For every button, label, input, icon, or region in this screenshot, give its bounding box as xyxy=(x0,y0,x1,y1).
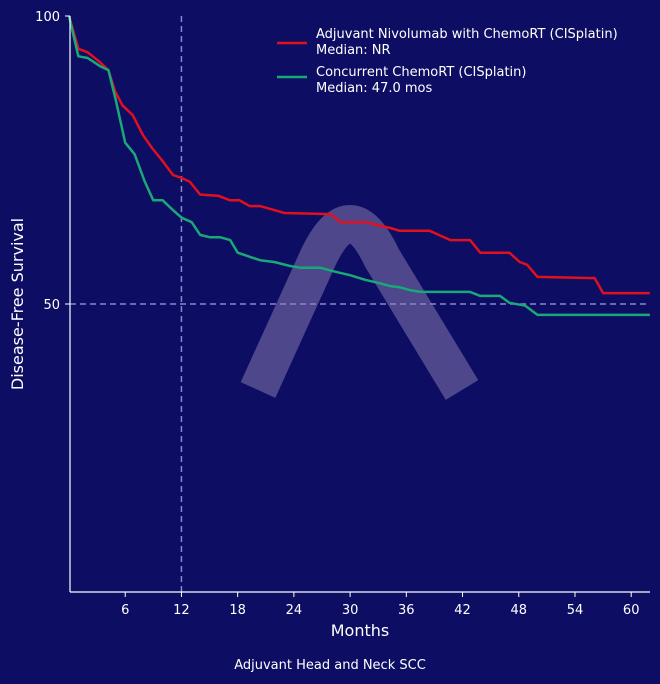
series-line-chemort xyxy=(67,15,650,317)
x-tick-label: 42 xyxy=(454,603,471,618)
watermark-logo xyxy=(240,205,479,400)
x-tick-label: 60 xyxy=(623,603,640,618)
legend-label-nivolumab: Adjuvant Nivolumab with ChemoRT (CISplat… xyxy=(316,27,618,42)
x-tick-label: 36 xyxy=(398,603,415,618)
chart-caption: Adjuvant Head and Neck SCC xyxy=(234,658,426,673)
legend-median-nivolumab: Median: NR xyxy=(316,43,391,58)
x-tick-label: 54 xyxy=(567,603,584,618)
x-tick-label: 48 xyxy=(510,603,527,618)
x-tick-label: 24 xyxy=(286,603,303,618)
x-tick-label: 18 xyxy=(229,603,246,618)
x-axis-label: Months xyxy=(331,621,389,640)
x-tick-label: 6 xyxy=(121,603,129,618)
x-tick-label: 30 xyxy=(342,603,359,618)
y-tick-label: 100 xyxy=(35,10,60,25)
x-tick-label: 12 xyxy=(173,603,190,618)
y-axis-label: Disease-Free Survival xyxy=(8,218,27,390)
series-line-nivolumab xyxy=(67,15,650,295)
legend-median-chemort: Median: 47.0 mos xyxy=(316,81,432,96)
y-tick-label: 50 xyxy=(43,298,60,313)
legend: Adjuvant Nivolumab with ChemoRT (CISplat… xyxy=(277,27,618,96)
legend-label-chemort: Concurrent ChemoRT (CISplatin) xyxy=(316,65,526,80)
